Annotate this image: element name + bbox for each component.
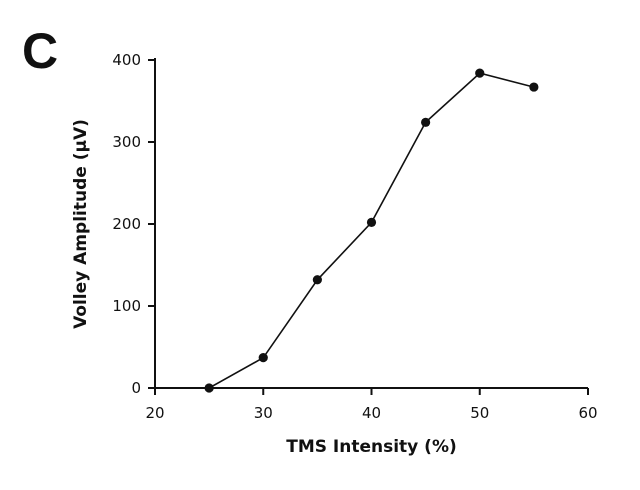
y-tick-label: 100 (112, 297, 141, 315)
x-tick-label: 40 (362, 404, 381, 422)
data-point (258, 353, 268, 363)
x-tick-label: 50 (470, 404, 489, 422)
data-point (366, 217, 377, 227)
data-point (204, 383, 214, 393)
y-tick-label: 400 (112, 51, 141, 69)
panel-label: C (22, 23, 58, 79)
series-line (208, 72, 535, 389)
data-point (529, 82, 539, 92)
tick-labels: 0 100 200 300 400 20 30 40 50 60 (112, 51, 597, 422)
y-tick-label: 0 (131, 379, 141, 397)
x-tick-label: 30 (254, 404, 273, 422)
data-point (421, 117, 431, 127)
ticks (148, 59, 589, 395)
data-point (312, 275, 322, 285)
data-point (475, 68, 485, 78)
x-tick-label: 20 (145, 404, 164, 422)
y-axis-title: Volley Amplitude (µV) (71, 119, 91, 329)
x-tick-label: 60 (578, 404, 597, 422)
x-axis-title: TMS Intensity (%) (286, 437, 457, 457)
y-tick-label: 200 (112, 215, 141, 233)
data-series (155, 68, 539, 393)
y-tick-label: 300 (112, 133, 141, 151)
